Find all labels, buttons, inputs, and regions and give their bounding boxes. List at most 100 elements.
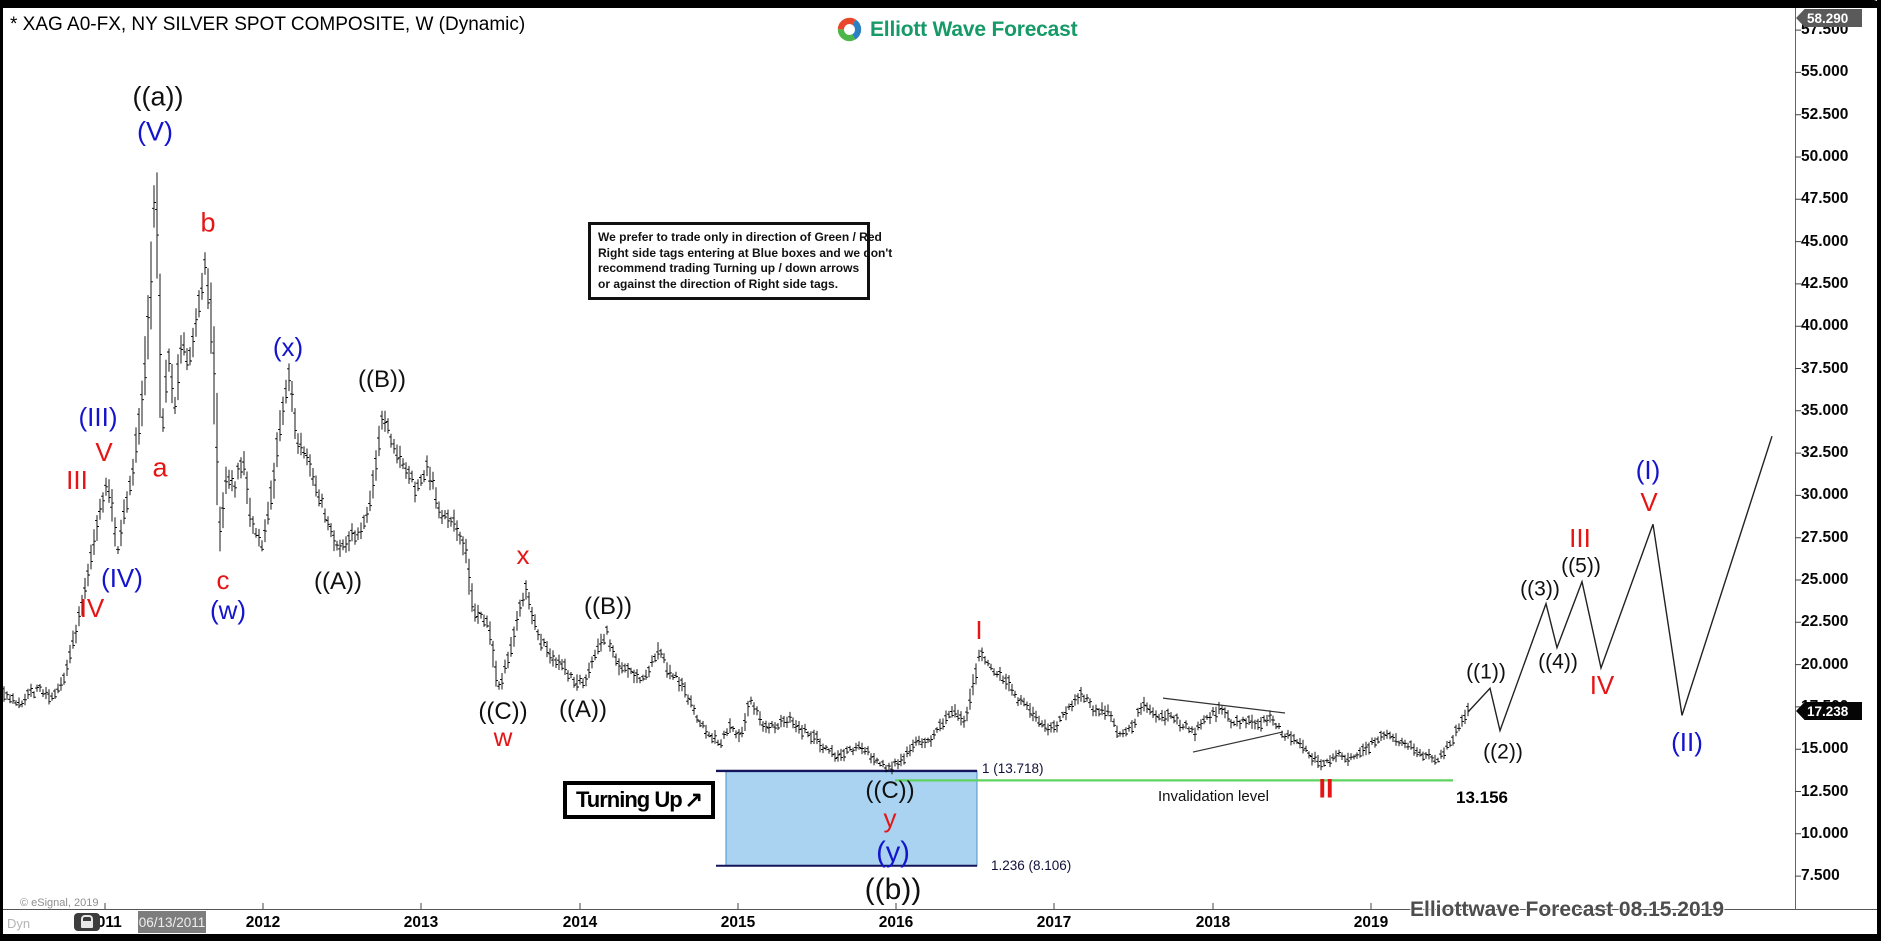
price-tick-marks — [1795, 29, 1801, 877]
price-tick-label: 37.500 — [1801, 359, 1849, 377]
triangle-upper-trendline — [1162, 697, 1286, 714]
wave-label: (y) — [876, 836, 910, 869]
price-tick-label: 25.000 — [1801, 571, 1849, 588]
year-tick-marks — [104, 903, 1372, 909]
wave-label: IV — [1589, 670, 1615, 700]
wave-label: V — [1640, 487, 1658, 517]
wave-label: (IV) — [101, 563, 143, 593]
year-tick-label: 2017 — [1036, 914, 1072, 931]
window-bottom-border — [0, 934, 1881, 941]
price-tick-label: 32.500 — [1801, 444, 1849, 462]
year-tick-label: 2016 — [878, 914, 914, 931]
wave-label: ((1)) — [1466, 660, 1506, 684]
turning-up-label: Turning Up — [576, 787, 683, 812]
wave-label: ((2)) — [1483, 740, 1523, 764]
price-tick-label: 7.500 — [1801, 867, 1840, 885]
elliott-wave-forecast-logo: Elliott Wave Forecast — [836, 16, 1078, 43]
wave-label: (w) — [209, 595, 247, 625]
wave-label: ((5)) — [1561, 554, 1601, 578]
logo-text: Elliott Wave Forecast — [870, 17, 1078, 41]
fib-extension-label-1: 1 (13.718) — [982, 761, 1044, 776]
year-tick-label: 2013 — [403, 914, 439, 931]
wave-label: b — [200, 207, 216, 238]
price-tick-label: 45.000 — [1801, 232, 1849, 250]
session-high-badge: 58.290 — [1796, 9, 1862, 27]
chart-title: * XAG A0-FX, NY SILVER SPOT COMPOSITE, W… — [10, 14, 526, 35]
wave-label: ((A)) — [559, 696, 607, 723]
logo-swirl-icon — [837, 17, 862, 42]
note-line: or against the direction of Right side t… — [598, 276, 839, 291]
window-left-border — [0, 0, 3, 941]
wave-label: ((B)) — [358, 366, 406, 393]
wave-label: ((C)) — [478, 698, 528, 725]
year-tick-label: 2015 — [720, 914, 756, 931]
year-tick-label: 2014 — [562, 914, 598, 931]
price-bars — [2, 172, 1470, 775]
price-tick-label: 22.500 — [1801, 613, 1849, 631]
lock-body — [81, 921, 93, 928]
price-tick-label: 42.500 — [1801, 274, 1849, 292]
price-tick-label: 40.000 — [1801, 317, 1849, 335]
window-top-border — [0, 0, 1881, 8]
price-tick-label: 30.000 — [1801, 486, 1849, 504]
blue-box — [725, 770, 978, 867]
trading-note-box: We prefer to trade only in direction of … — [588, 222, 893, 301]
wave-label: y — [883, 803, 897, 833]
wave-label: ((B)) — [584, 593, 632, 620]
wave-label: V — [95, 437, 113, 467]
price-tick-label: 10.000 — [1801, 824, 1849, 842]
wave-label: III — [66, 465, 88, 495]
price-tick-label: 52.500 — [1801, 105, 1849, 123]
wave-label: II — [1318, 773, 1334, 804]
up-right-arrow-icon: ↗ — [684, 787, 704, 812]
triangle-lower-trendline — [1192, 731, 1284, 753]
wave-label: ((3)) — [1520, 577, 1560, 601]
forecast-watermark: Elliottwave Forecast 08.15.2019 — [1410, 898, 1725, 921]
price-tick-label: 47.500 — [1801, 190, 1849, 208]
forecast-projection-line — [1467, 435, 1773, 734]
wave-label: ((a)) — [132, 81, 184, 112]
lock-icon[interactable] — [74, 913, 100, 931]
wave-label: (I) — [1635, 455, 1661, 485]
last-price-badge: 17.238 — [1796, 702, 1862, 720]
turning-up-annotation: Turning Up ↗ — [563, 781, 716, 819]
price-tick-label: 35.000 — [1801, 401, 1849, 419]
note-line: Right side tags entering at Blue boxes a… — [598, 245, 893, 260]
invalidation-price-value: 13.156 — [1456, 788, 1508, 807]
selected-date-badge[interactable]: 06/13/2011 — [138, 911, 206, 933]
price-tick-label: 50.000 — [1801, 148, 1849, 165]
year-tick-label: 2012 — [245, 914, 281, 931]
year-tick-label: 2018 — [1195, 914, 1231, 931]
year-tick-label: 2019 — [1353, 914, 1389, 931]
lock-shackle — [81, 915, 93, 922]
wave-label: III — [1569, 523, 1591, 553]
wave-label: x — [516, 540, 530, 570]
dynamic-mode-label: Dyn — [7, 916, 31, 931]
esignal-copyright: © eSignal, 2019 — [20, 897, 99, 909]
wave-label: (III) — [78, 402, 118, 432]
wave-label: c — [216, 565, 230, 595]
wave-label: ((C)) — [865, 777, 915, 804]
wave-label: ((A)) — [314, 568, 362, 595]
window-right-border — [1877, 0, 1881, 941]
wave-label: a — [152, 452, 168, 483]
note-line: recommend trading Turning up / down arro… — [598, 261, 860, 276]
wave-label: I — [975, 615, 983, 645]
wave-label: ((b)) — [864, 873, 922, 906]
wave-label: ((4)) — [1538, 650, 1578, 674]
price-tick-label: 15.000 — [1801, 740, 1849, 758]
note-line: We prefer to trade only in direction of … — [598, 230, 882, 244]
price-tick-label: 27.500 — [1801, 528, 1849, 546]
price-tick-label: 55.000 — [1801, 63, 1849, 81]
wave-label: (II) — [1671, 727, 1703, 757]
wave-label: IV — [79, 593, 105, 623]
wave-label: (V) — [137, 116, 173, 147]
fib-extension-label-1236: 1.236 (8.106) — [991, 858, 1072, 873]
invalidation-level-label: Invalidation level — [1158, 788, 1269, 805]
price-tick-label: 12.500 — [1801, 782, 1849, 800]
price-tick-label: 20.000 — [1801, 655, 1849, 673]
wave-label: w — [493, 722, 513, 752]
wave-label: (x) — [272, 332, 304, 362]
